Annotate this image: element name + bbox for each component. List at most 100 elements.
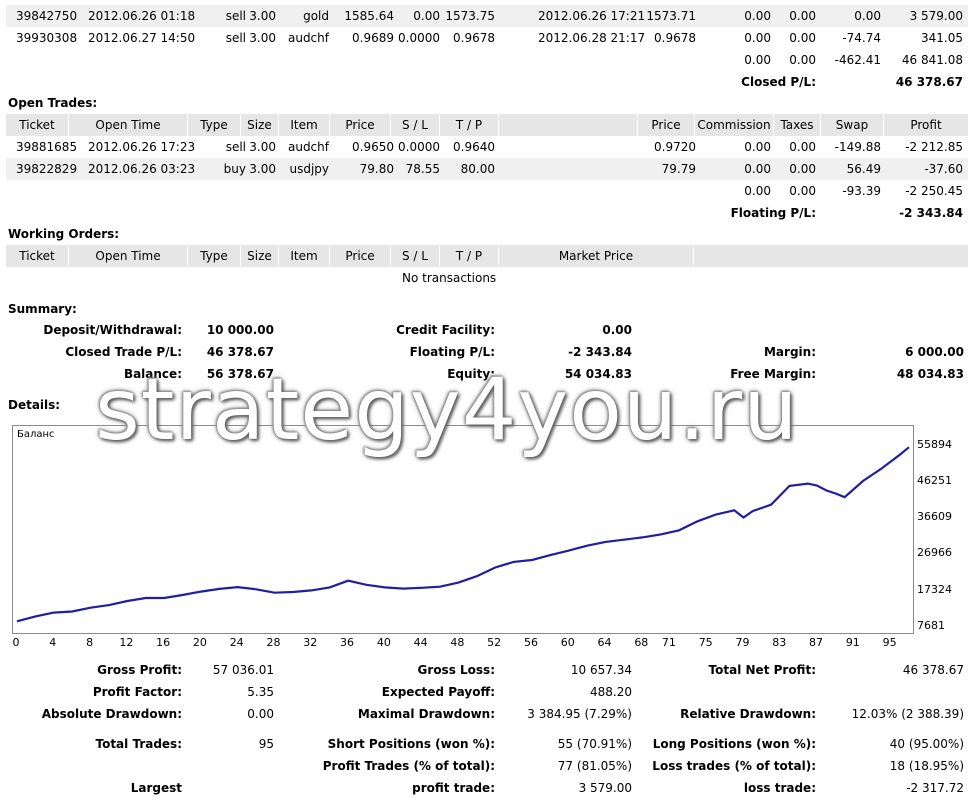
x-tick-label: 28 [266,636,281,649]
col-item[interactable]: Item [279,114,330,136]
col-price2[interactable]: Price [638,114,695,136]
col-empty [694,245,968,267]
closed-trade-value: 46 378.67 [206,345,274,359]
largest-loss-value: -2 317.72 [906,781,964,795]
price2-cell: 0.9720 [654,140,696,154]
ticket-cell: 39930308 [16,31,78,45]
sl-cell: 0.0000 [398,140,440,154]
total-trades-value: 95 [258,737,274,751]
totals-row: 0.00 0.00 -93.39 -2 250.45 [6,180,968,202]
table-row: 39930308 2012.06.27 14:50 sell 3.00 audc… [6,27,968,49]
col-ticket[interactable]: Ticket [6,245,69,267]
ticket-cell: 39881685 [16,140,78,154]
commission-cell: 0.00 [744,140,771,154]
close-time-cell: 2012.06.28 21:17 [538,31,646,45]
x-tick-label: 32 [303,636,318,649]
floating-pl-label: Floating P/L: [730,206,816,220]
size-cell: 3.00 [249,162,276,176]
gross-profit-value: 57 036.01 [212,663,274,677]
profit-cell: 3 579.00 [909,9,963,23]
free-margin-label: Free Margin: [730,367,816,381]
maximal-drawdown-label: Maximal Drawdown: [357,707,495,721]
sl-cell: 0.00 [413,9,440,23]
relative-drawdown-label: Relative Drawdown: [680,707,816,721]
price-cell: 0.9650 [352,140,394,154]
profit-trades-value: 77 (81.05%) [557,759,632,773]
short-positions-label: Short Positions (won %): [327,737,495,751]
close-time-cell: 2012.06.26 17:21 [538,9,646,23]
y-tick-label: 26966 [917,546,952,560]
x-tick-label: 52 [487,636,502,649]
x-tick-label: 91 [845,636,860,649]
col-open-time[interactable]: Open Time [69,245,188,267]
y-tick-label: 36609 [917,510,952,524]
price-cell: 0.9689 [352,31,394,45]
col-commission[interactable]: Commission [695,114,774,136]
swap-total: -93.39 [842,184,881,198]
commission-cell: 0.00 [744,31,771,45]
no-transactions-text: No transactions [402,271,497,285]
x-tick-label: 20 [192,636,207,649]
x-tick-label: 8 [86,636,94,649]
item-cell: audchf [287,140,329,154]
absolute-drawdown-label: Absolute Drawdown: [41,707,182,721]
gross-loss-value: 10 657.34 [570,663,632,677]
margin-label: Margin: [763,345,816,359]
long-positions-value: 40 (95.00%) [889,737,964,751]
item-cell: audchf [287,31,329,45]
size-cell: 3.00 [249,31,276,45]
y-tick-label: 17324 [917,582,952,596]
col-profit[interactable]: Profit [910,118,942,132]
profit-total: -2 250.45 [905,184,963,198]
x-tick-label: 95 [882,636,897,649]
totals-row: 0.00 0.00 -462.41 46 841.08 [6,49,968,71]
closed-pl-value: 46 378.67 [895,75,963,89]
col-price[interactable]: Price [330,245,391,267]
expected-payoff-value: 488.20 [590,685,632,699]
ticket-cell: 39822829 [16,162,78,176]
x-tick-label: 87 [809,636,824,649]
closed-pl-label: Closed P/L: [741,75,816,89]
col-taxes[interactable]: Taxes [774,114,821,136]
col-price[interactable]: Price [330,114,391,136]
swap-cell: 56.49 [846,162,881,176]
close-price-cell: 1573.71 [646,9,696,23]
tp-cell: 0.9640 [453,140,495,154]
commission-cell: 0.00 [744,162,771,176]
gross-profit-label: Gross Profit: [97,663,182,677]
x-tick-label: 75 [698,636,713,649]
open-time-cell: 2012.06.26 17:23 [88,140,196,154]
col-swap[interactable]: Swap [821,114,884,136]
x-tick-label: 83 [772,636,787,649]
open-time-cell: 2012.06.26 01:18 [88,9,196,23]
y-tick-label: 55894 [917,437,952,451]
free-margin-value: 48 034.83 [896,367,964,381]
col-item[interactable]: Item [279,245,330,267]
col-tp[interactable]: T / P [440,245,499,267]
sl-cell: 0.0000 [398,31,440,45]
col-market-price[interactable]: Market Price [499,245,694,267]
margin-value: 6 000.00 [905,345,964,359]
gross-loss-label: Gross Loss: [417,663,495,677]
col-sl[interactable]: S / L [391,245,440,267]
floating-value: -2 343.84 [568,345,632,359]
col-tp[interactable]: T / P [440,114,499,136]
ticket-cell: 39842750 [16,9,78,23]
col-size[interactable]: Size [241,114,279,136]
taxes-cell: 0.00 [789,31,816,45]
largest-loss-label: loss trade: [743,781,816,795]
col-type[interactable]: Type [188,114,241,136]
col-sl[interactable]: S / L [391,114,440,136]
profit-cell: 341.05 [921,31,963,45]
profit-cell: -37.60 [924,162,963,176]
col-type[interactable]: Type [188,245,241,267]
open-trades-title: Open Trades: [8,96,98,110]
x-tick-label: 68 [634,636,649,649]
col-open-time[interactable]: Open Time [69,114,188,136]
swap-cell: 0.00 [854,9,881,23]
col-ticket[interactable]: Ticket [6,114,69,136]
item-cell: usdjpy [289,162,329,176]
short-positions-value: 55 (70.91%) [557,737,632,751]
col-size[interactable]: Size [241,245,279,267]
x-tick-label: 24 [229,636,244,649]
